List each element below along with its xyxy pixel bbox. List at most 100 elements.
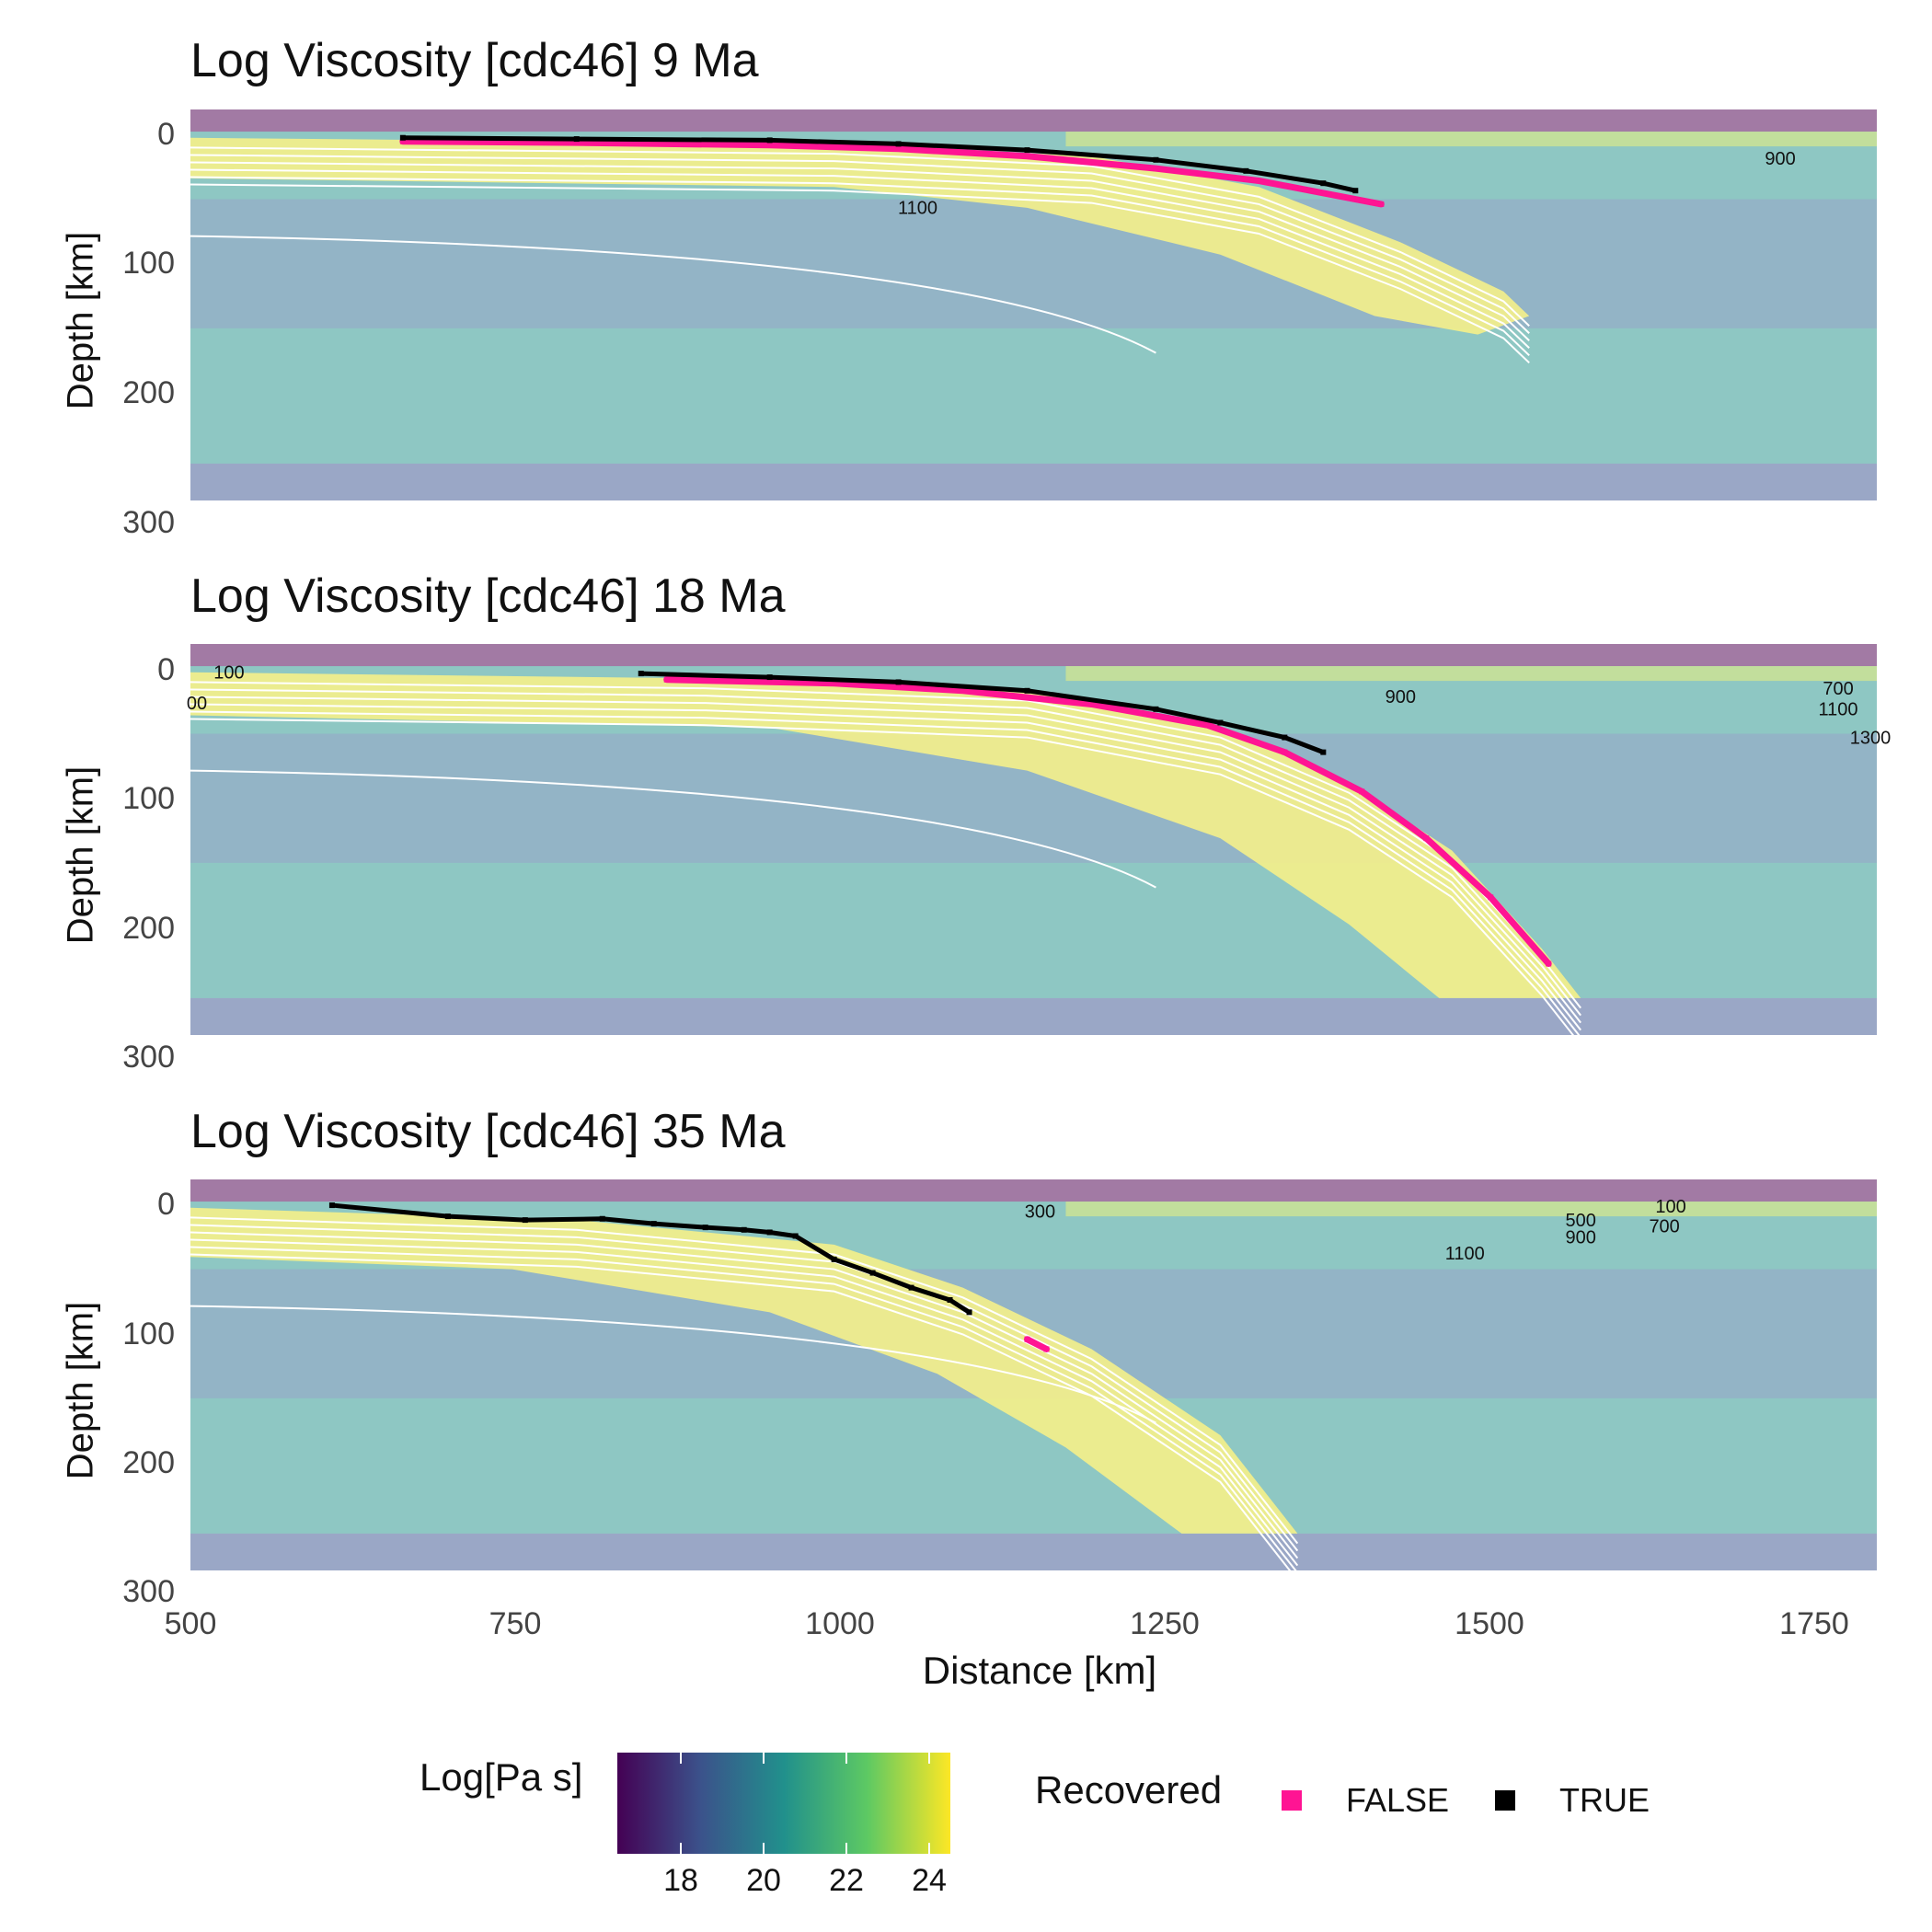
colorbar-tick-label: 24 xyxy=(912,1863,947,1898)
y-tick-label: 100 xyxy=(122,246,175,281)
recovered-true-point xyxy=(702,1225,708,1231)
bottom-boundary-band xyxy=(190,1533,1877,1570)
air-layer xyxy=(190,644,1877,667)
isotherm-contour xyxy=(190,710,1581,1039)
y-tick-label: 0 xyxy=(157,1187,175,1222)
recovered-true-point xyxy=(573,136,580,143)
x-tick-label: 1750 xyxy=(1779,1606,1849,1641)
x-tick-label: 1500 xyxy=(1455,1606,1524,1641)
slab-region xyxy=(190,137,1530,335)
contour-label: 1100 xyxy=(1445,1244,1485,1264)
panel-1-y-axis-label: Depth [km] xyxy=(60,231,101,410)
recovered-true-point xyxy=(599,1215,605,1222)
recovered-false-point xyxy=(1024,1336,1030,1342)
isotherm-contour xyxy=(190,1224,1299,1552)
recovered-false-point xyxy=(1153,166,1159,172)
recovered-false-point xyxy=(663,676,670,683)
recovered-false-point xyxy=(1423,835,1430,842)
x-tick-label: 1000 xyxy=(805,1606,875,1641)
recovered-true-point xyxy=(1153,706,1159,712)
recovered-false-point xyxy=(960,687,966,694)
recovered-true-point xyxy=(869,1270,876,1276)
recovered-true-point xyxy=(792,1233,799,1239)
isotherm-contour xyxy=(190,1216,1299,1545)
bottom-boundary-band xyxy=(190,997,1877,1035)
colorbar-tick-label: 22 xyxy=(829,1863,864,1898)
recovered-false-point xyxy=(399,138,406,144)
isotherm-contour xyxy=(190,718,1581,1046)
recovered-true-point xyxy=(1243,167,1249,174)
recovered-true-point xyxy=(328,1202,335,1209)
isotherm-contour xyxy=(190,703,1581,1031)
legend-key-true xyxy=(1495,1790,1515,1811)
contour-label: 00 xyxy=(187,694,207,714)
contour-label: 300 xyxy=(1025,1202,1055,1222)
recovered-true-point xyxy=(1217,719,1224,726)
colorbar-tick xyxy=(845,1843,847,1854)
isotherm-contour xyxy=(190,183,1530,364)
colorbar-tick xyxy=(928,1753,930,1764)
recovered-true-point xyxy=(947,1296,953,1303)
legend-label-false: FALSE xyxy=(1346,1781,1450,1819)
colorbar-tick xyxy=(763,1753,765,1764)
x-tick-label: 1250 xyxy=(1130,1606,1200,1641)
recovered-false-point xyxy=(1488,894,1494,901)
y-tick-label: 0 xyxy=(157,652,175,687)
contour-label: 900 xyxy=(1386,687,1416,707)
colorbar-tick xyxy=(845,1753,847,1764)
recovered-false-point xyxy=(1024,153,1030,159)
recovered-false-point xyxy=(895,145,902,152)
colorbar-tick-label: 18 xyxy=(663,1863,698,1898)
recovered-false-point xyxy=(1282,749,1288,755)
recovered-true-point xyxy=(1024,687,1030,694)
contour-label: 1300 xyxy=(1850,728,1892,748)
recovered-true-point xyxy=(766,674,773,681)
isotherm-contour xyxy=(190,146,1530,327)
recovered-legend-title: Recovered xyxy=(1035,1768,1223,1811)
isotherm-contour xyxy=(190,235,1156,354)
recovered-false-point xyxy=(766,142,773,148)
recovered-false-point xyxy=(1204,722,1211,729)
y-tick-label: 100 xyxy=(122,1317,175,1351)
recovered-true-point xyxy=(522,1217,528,1224)
colorbar xyxy=(617,1753,950,1854)
recovered-false-point xyxy=(573,140,580,146)
y-tick-label: 300 xyxy=(122,1040,175,1075)
recovered-false-point xyxy=(1359,788,1365,795)
panel-3-y-axis-label: Depth [km] xyxy=(60,1301,101,1480)
isotherm-contour xyxy=(190,696,1581,1024)
colorbar-tick xyxy=(928,1843,930,1854)
recovered-true-point xyxy=(741,1226,747,1233)
recovered-true-point xyxy=(895,141,902,147)
isotherm-contour xyxy=(190,688,1581,1017)
contour-label: 900 xyxy=(1765,149,1795,169)
x-axis-label: Distance [km] xyxy=(922,1649,1157,1692)
recovered-true-trace xyxy=(329,1202,972,1315)
recovered-true-point xyxy=(1320,749,1327,755)
recovered-true-point xyxy=(444,1213,451,1220)
recovered-false-point xyxy=(1088,701,1095,707)
recovered-false-point xyxy=(1378,201,1385,207)
panel-2-y-axis-label: Depth [km] xyxy=(60,765,101,945)
overriding-plate xyxy=(1065,666,1877,682)
recovered-true-point xyxy=(895,679,902,685)
recovered-true-point xyxy=(766,137,773,144)
isotherm-contour xyxy=(190,154,1530,334)
x-tick-label: 500 xyxy=(164,1606,217,1641)
contour-label: 100 xyxy=(1655,1197,1685,1217)
y-tick-label: 300 xyxy=(122,505,175,540)
contour-label: 500 xyxy=(1565,1211,1595,1231)
panel-3-title: Log Viscosity [cdc46] 35 Ma xyxy=(190,1105,786,1158)
contour-label: 100 xyxy=(213,662,244,683)
colorbar-tick xyxy=(680,1753,682,1764)
contour-label: 1100 xyxy=(898,199,937,219)
recovered-true-point xyxy=(1282,734,1288,741)
recovered-true-point xyxy=(831,1256,837,1262)
isotherm-contour xyxy=(190,1253,1299,1581)
legend-label-true: TRUE xyxy=(1559,1781,1650,1819)
recovered-true-point xyxy=(399,134,406,141)
recovered-false-trace xyxy=(663,676,1552,967)
